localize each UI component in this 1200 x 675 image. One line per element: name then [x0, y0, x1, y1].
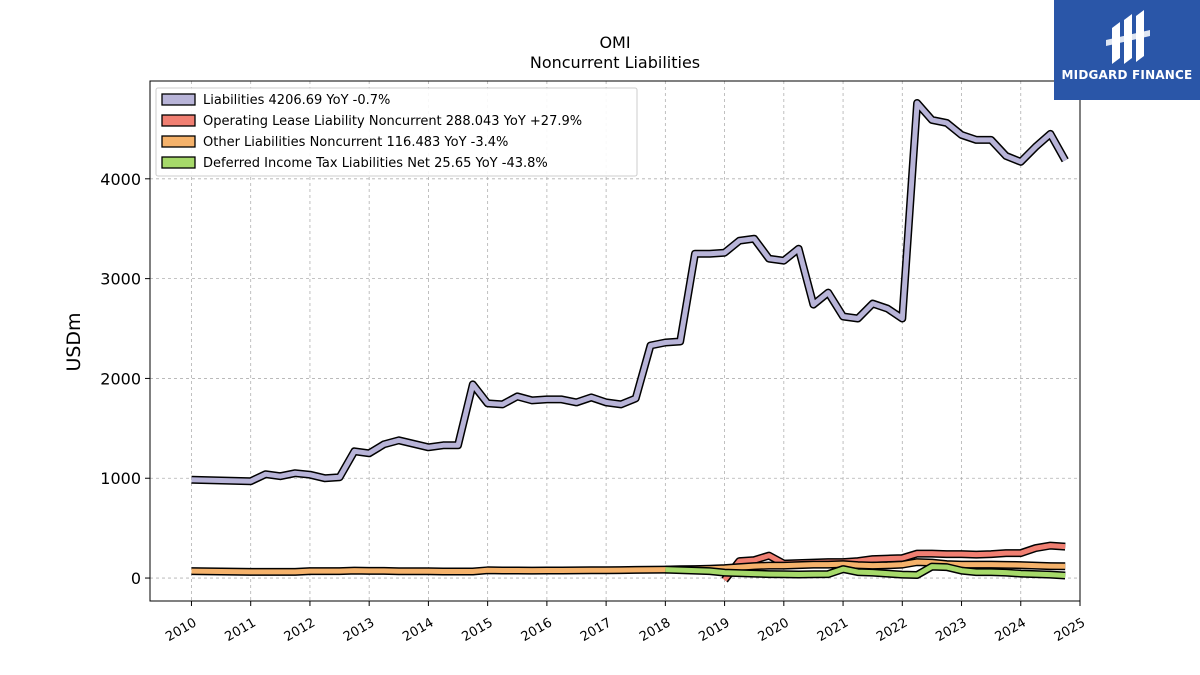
x-tick-label: 2025	[1052, 615, 1088, 645]
series-line-liabilities	[191, 100, 1068, 484]
logo-text: MIDGARD FINANCE	[1061, 68, 1193, 82]
x-tick-label: 2023	[933, 615, 969, 645]
legend-swatch-liabilities	[161, 93, 196, 106]
y-tick-label: 3000	[100, 270, 141, 289]
legend-label-deferred-tax: Deferred Income Tax Liabilities Net 25.6…	[203, 156, 548, 171]
x-tick-label: 2011	[223, 615, 259, 645]
plot-frame	[149, 80, 1081, 602]
x-tick-label: 2021	[815, 615, 851, 645]
grid-layer	[150, 81, 1081, 601]
x-tick-label: 2019	[696, 615, 732, 645]
y-tick-label: 0	[131, 569, 141, 588]
legend: Liabilities 4206.69 YoY -0.7% Operating …	[155, 87, 638, 177]
logo-mark-icon	[1106, 10, 1150, 64]
x-tick-label: 2015	[459, 615, 495, 645]
chart-subtitle: Noncurrent Liabilities	[530, 53, 700, 72]
series-layer	[191, 99, 1069, 583]
y-tick-label: 4000	[100, 170, 141, 189]
legend-swatch-operating-lease	[161, 114, 196, 127]
x-tick-label: 2012	[282, 615, 318, 645]
x-tick-label: 2013	[341, 615, 377, 645]
series-line-other-liabilities	[191, 559, 1066, 575]
x-tick-label: 2020	[756, 615, 792, 645]
brand-logo: MIDGARD FINANCE	[1054, 0, 1200, 100]
legend-label-operating-lease: Operating Lease Liability Noncurrent 288…	[203, 114, 582, 129]
x-tick-label: 2014	[400, 615, 436, 645]
series-line-deferred-tax	[665, 564, 1066, 578]
x-tick-label: 2017	[578, 615, 614, 645]
x-tick-label: 2018	[637, 615, 673, 645]
y-tick-label: 2000	[100, 369, 141, 388]
x-tick-label: 2016	[519, 615, 555, 645]
y-tick-label: 1000	[100, 469, 141, 488]
chart-title: OMI	[599, 33, 630, 52]
legend-swatch-other-liabilities	[161, 135, 196, 148]
legend-swatch-deferred-tax	[161, 156, 196, 169]
legend-label-liabilities: Liabilities 4206.69 YoY -0.7%	[203, 93, 390, 108]
legend-label-other-liabilities: Other Liabilities Noncurrent 116.483 YoY…	[203, 135, 508, 150]
legend-box	[155, 87, 638, 177]
x-tick-label: 2010	[163, 615, 199, 645]
x-tick-label: 2022	[874, 615, 910, 645]
x-tick-label: 2024	[993, 615, 1029, 645]
y-axis-label: USDm	[63, 312, 85, 371]
